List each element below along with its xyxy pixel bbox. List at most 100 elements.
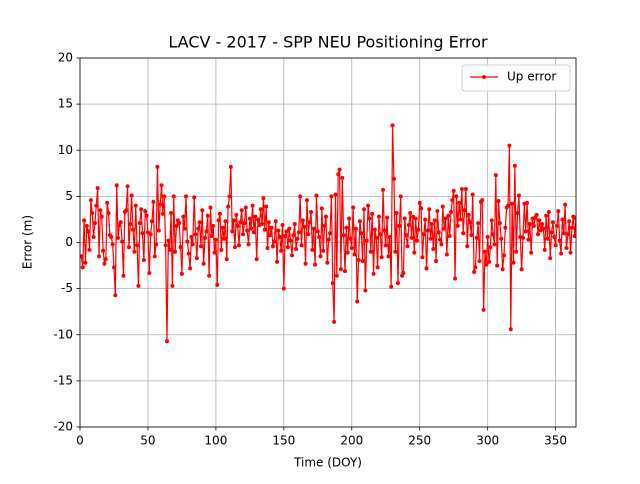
data-point bbox=[439, 242, 444, 247]
data-point bbox=[510, 201, 515, 206]
data-point bbox=[463, 186, 468, 191]
data-point bbox=[325, 260, 330, 265]
data-point bbox=[155, 164, 160, 169]
data-point bbox=[540, 222, 545, 227]
data-point bbox=[353, 226, 358, 231]
data-point bbox=[270, 244, 275, 249]
data-point bbox=[378, 232, 383, 237]
data-point bbox=[98, 208, 103, 213]
data-point bbox=[232, 245, 237, 250]
data-point bbox=[397, 223, 402, 228]
data-point bbox=[136, 283, 141, 288]
data-point bbox=[409, 235, 414, 240]
data-point bbox=[83, 260, 88, 265]
data-point bbox=[344, 225, 349, 230]
data-point bbox=[166, 238, 171, 243]
data-point bbox=[421, 232, 426, 237]
data-point bbox=[366, 203, 371, 208]
data-point bbox=[102, 261, 107, 266]
data-point bbox=[489, 218, 494, 223]
data-point bbox=[480, 198, 485, 203]
x-tick-label: 350 bbox=[544, 434, 567, 448]
data-point bbox=[360, 258, 365, 263]
data-point bbox=[118, 220, 123, 225]
data-point bbox=[519, 267, 524, 272]
data-point bbox=[192, 195, 197, 200]
data-point bbox=[345, 250, 350, 255]
data-point bbox=[144, 213, 149, 218]
data-point bbox=[457, 200, 462, 205]
data-point bbox=[114, 183, 119, 188]
data-point bbox=[243, 205, 248, 210]
data-point bbox=[330, 281, 335, 286]
data-point bbox=[523, 229, 528, 234]
data-point bbox=[469, 233, 474, 238]
data-point bbox=[557, 238, 562, 243]
data-point bbox=[251, 230, 256, 235]
data-point bbox=[364, 238, 369, 243]
data-point bbox=[544, 213, 549, 218]
data-point bbox=[326, 237, 331, 242]
data-point bbox=[222, 236, 227, 241]
data-point bbox=[507, 143, 512, 148]
data-point bbox=[451, 188, 456, 193]
data-point bbox=[337, 167, 342, 172]
data-point bbox=[556, 209, 561, 214]
data-point bbox=[341, 233, 346, 238]
data-point bbox=[427, 207, 432, 212]
data-point bbox=[90, 210, 95, 215]
data-point bbox=[128, 222, 133, 227]
data-point bbox=[262, 227, 267, 232]
data-point bbox=[87, 247, 92, 252]
data-point bbox=[506, 203, 511, 208]
data-point bbox=[432, 218, 437, 223]
data-point bbox=[376, 214, 381, 219]
data-point bbox=[425, 228, 430, 233]
data-point bbox=[148, 232, 153, 237]
data-point bbox=[459, 186, 464, 191]
data-point bbox=[465, 244, 470, 249]
data-point bbox=[408, 210, 413, 215]
y-tick-label: -15 bbox=[53, 373, 73, 387]
data-point bbox=[111, 265, 116, 270]
data-point bbox=[412, 250, 417, 255]
data-point bbox=[574, 216, 576, 221]
data-point bbox=[82, 218, 87, 223]
data-point bbox=[495, 263, 500, 268]
data-point bbox=[196, 226, 201, 231]
data-point bbox=[497, 221, 502, 226]
data-point bbox=[477, 258, 482, 263]
data-point bbox=[213, 237, 218, 242]
data-point bbox=[531, 223, 536, 228]
data-point bbox=[546, 210, 551, 215]
data-point bbox=[91, 234, 96, 239]
data-point bbox=[424, 266, 429, 271]
data-point bbox=[141, 258, 146, 263]
data-point bbox=[205, 213, 210, 218]
data-point bbox=[260, 222, 265, 227]
data-point bbox=[266, 220, 271, 225]
data-point bbox=[103, 257, 108, 262]
data-point bbox=[368, 249, 373, 254]
data-point bbox=[496, 198, 501, 203]
data-point bbox=[374, 235, 379, 240]
data-point bbox=[386, 254, 391, 259]
data-point bbox=[549, 230, 554, 235]
data-point bbox=[183, 194, 188, 199]
data-point bbox=[420, 255, 425, 260]
data-point bbox=[247, 216, 252, 221]
data-point bbox=[563, 202, 568, 207]
data-point bbox=[281, 286, 286, 291]
data-point bbox=[110, 242, 115, 247]
data-point bbox=[140, 231, 145, 236]
data-point bbox=[254, 257, 259, 262]
data-point bbox=[120, 239, 125, 244]
data-point bbox=[289, 253, 294, 258]
data-point bbox=[226, 204, 231, 209]
data-point bbox=[381, 187, 386, 192]
data-point bbox=[347, 216, 352, 221]
data-point bbox=[94, 203, 99, 208]
data-point bbox=[458, 217, 463, 222]
data-point bbox=[291, 233, 296, 238]
